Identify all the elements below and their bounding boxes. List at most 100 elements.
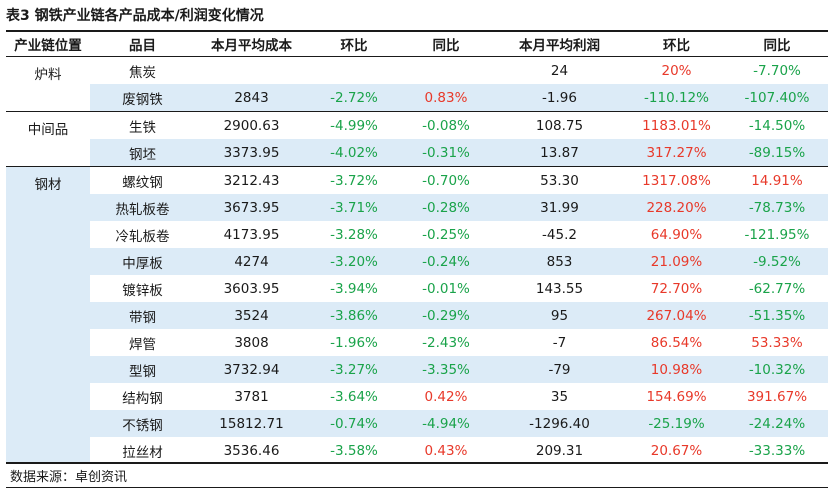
cell-item-name: 生铁 xyxy=(129,119,156,136)
header-avg-cost: 本月平均成本 xyxy=(211,38,292,54)
cell-profit-yoy: 53.33% xyxy=(751,334,803,351)
cell-cost-yoy: 0.42% xyxy=(424,388,468,405)
cell-avg-cost: 3673.95 xyxy=(223,199,280,216)
header-profit-mom: 环比 xyxy=(663,38,690,54)
cell-profit-mom: 154.69% xyxy=(646,388,707,405)
cell-cost-mom: -3.28% xyxy=(330,226,378,243)
table-row: 带钢 3524 -3.86% -0.29% 95 267.04% -51.35% xyxy=(90,302,828,329)
cell-profit-yoy: -107.40% xyxy=(744,89,810,106)
table-row: 结构钢 3781 -3.64% 0.42% 35 154.69% 391.67% xyxy=(90,383,828,410)
cell-cost-mom: -2.72% xyxy=(330,89,378,106)
cell-cost-yoy: -0.24% xyxy=(422,253,470,270)
cell-avg-profit: 209.31 xyxy=(535,442,584,459)
table-row: 废钢铁 2843 -2.72% 0.83% -1.96 -110.12% -107.40% xyxy=(90,84,828,111)
cell-item-name: 焊管 xyxy=(129,336,156,353)
cell-avg-profit: -1296.40 xyxy=(529,415,590,432)
cell-profit-yoy: -121.95% xyxy=(744,226,810,243)
group-label: 炉料 xyxy=(34,67,62,83)
cell-cost-mom: -1.96% xyxy=(330,334,378,351)
cell-avg-cost: 3603.95 xyxy=(223,280,280,297)
cell-avg-cost: 3524 xyxy=(234,307,269,324)
cell-profit-yoy: -89.15% xyxy=(748,144,806,161)
cell-avg-profit: 95 xyxy=(550,307,569,324)
cell-item-name: 钢坯 xyxy=(129,146,156,163)
table-caption: 表3 钢铁产业链各产品成本/利润变化情况 xyxy=(6,8,264,24)
table-row: 中厚板 4274 -3.20% -0.24% 853 21.09% -9.52% xyxy=(90,248,828,275)
cell-avg-cost: 3808 xyxy=(234,334,269,351)
cell-profit-mom: 20% xyxy=(661,62,692,79)
cell-profit-yoy: -10.32% xyxy=(748,361,806,378)
table-row: 热轧板卷 3673.95 -3.71% -0.28% 31.99 228.20% -78.7… xyxy=(90,194,828,221)
cell-avg-profit: 853 xyxy=(546,253,573,270)
cell-profit-yoy: -33.33% xyxy=(748,442,806,459)
cell-cost-yoy: -4.94% xyxy=(422,415,470,432)
header-cost-yoy: 同比 xyxy=(432,38,460,54)
cell-profit-yoy: 14.91% xyxy=(751,172,803,189)
cell-profit-yoy: -62.77% xyxy=(748,280,806,297)
header-avg-profit: 本月平均利润 xyxy=(519,38,600,54)
cell-profit-yoy: -51.35% xyxy=(748,307,806,324)
cell-profit-mom: -25.19% xyxy=(648,415,705,432)
cell-cost-yoy: -0.31% xyxy=(422,144,470,161)
header-cost-mom: 环比 xyxy=(340,38,368,54)
cell-profit-mom: 1317.08% xyxy=(642,172,711,189)
cell-profit-mom: 267.04% xyxy=(646,307,707,324)
cell-profit-mom: 21.09% xyxy=(650,253,703,270)
cell-cost-mom: -4.02% xyxy=(330,144,378,161)
table-row: 不锈钢 15812.71 -0.74% -4.94% -1296.40 -25.19% -2… xyxy=(90,410,828,437)
cell-cost-yoy: -0.25% xyxy=(422,226,470,243)
cell-cost-mom: -4.99% xyxy=(330,117,378,134)
row-group: 炉料 焦炭 24 20% -7.70% 废钢铁 2843 -2.72% 0.83% -1.96 -1… xyxy=(6,57,828,111)
cell-item-name: 冷轧板卷 xyxy=(115,228,170,245)
cell-item-name: 废钢铁 xyxy=(122,91,163,108)
cell-profit-yoy: 391.67% xyxy=(746,388,808,405)
header-item: 品目 xyxy=(129,38,156,54)
cell-avg-profit: 35 xyxy=(550,388,569,405)
cell-cost-mom: -3.94% xyxy=(330,280,378,297)
table-header-row: 产业链位置 品目 本月平均成本 环比 同比 本月平均利润 环比 同比 xyxy=(6,30,828,57)
cost-profit-table: 产业链位置 品目 本月平均成本 环比 同比 本月平均利润 环比 同比 炉料 焦炭 2… xyxy=(6,30,828,464)
cell-profit-yoy: -9.52% xyxy=(753,253,801,270)
cell-cost-mom: -3.20% xyxy=(330,253,378,270)
cell-cost-yoy: 0.43% xyxy=(424,442,468,459)
table-row: 拉丝材 3536.46 -3.58% 0.43% 209.31 20.67% -33.33% xyxy=(90,437,828,464)
cell-avg-profit: -1.96 xyxy=(542,89,577,106)
table-row: 螺纹钢 3212.43 -3.72% -0.70% 53.30 1317.08% 14.91… xyxy=(90,167,828,194)
cell-avg-profit: 13.87 xyxy=(540,144,579,161)
cell-profit-mom: 86.54% xyxy=(650,334,703,351)
cell-cost-yoy: -0.01% xyxy=(422,280,470,297)
data-source-note: 数据来源：卓创资讯 xyxy=(6,462,828,488)
cell-avg-cost: 3373.95 xyxy=(223,144,280,161)
cell-avg-cost: 2843 xyxy=(234,89,269,106)
cell-cost-mom: -3.86% xyxy=(330,307,378,324)
row-group: 中间品 生铁 2900.63 -4.99% -0.08% 108.75 1183.01% -1… xyxy=(6,111,828,166)
cell-avg-profit: -45.2 xyxy=(542,226,577,243)
cell-item-name: 不锈钢 xyxy=(122,417,163,434)
group-label: 钢材 xyxy=(6,167,90,464)
cell-item-name: 螺纹钢 xyxy=(122,174,163,191)
row-group: 钢材 螺纹钢 3212.43 -3.72% -0.70% 53.30 1317.08% 14.… xyxy=(6,166,828,464)
cell-item-name: 焦炭 xyxy=(129,64,156,81)
cell-profit-mom: 1183.01% xyxy=(642,117,711,134)
cell-avg-profit: -79 xyxy=(548,361,571,378)
cell-avg-profit: 24 xyxy=(550,62,569,79)
table-row: 生铁 2900.63 -4.99% -0.08% 108.75 1183.01% -14.5… xyxy=(90,112,828,139)
cell-cost-mom: -3.72% xyxy=(330,172,378,189)
cell-profit-mom: 20.67% xyxy=(650,442,703,459)
cell-item-name: 带钢 xyxy=(129,309,156,326)
cell-cost-yoy xyxy=(400,57,492,84)
header-profit-yoy: 同比 xyxy=(763,38,791,54)
cell-cost-yoy: -0.70% xyxy=(422,172,470,189)
cell-cost-mom: -0.74% xyxy=(330,415,378,432)
cell-avg-cost: 3212.43 xyxy=(223,172,280,189)
table-row: 型钢 3732.94 -3.27% -3.35% -79 10.98% -10.32% xyxy=(90,356,828,383)
cell-cost-yoy: 0.83% xyxy=(424,89,468,106)
cell-avg-cost: 3732.94 xyxy=(223,361,280,378)
table-row: 焦炭 24 20% -7.70% xyxy=(90,57,828,84)
cell-item-name: 结构钢 xyxy=(122,390,163,407)
table-body: 炉料 焦炭 24 20% -7.70% 废钢铁 2843 -2.72% 0.83% -1.96 -1… xyxy=(6,57,828,464)
header-chain-position: 产业链位置 xyxy=(14,38,82,54)
cell-cost-mom: -3.64% xyxy=(330,388,378,405)
table-row: 焊管 3808 -1.96% -2.43% -7 86.54% 53.33% xyxy=(90,329,828,356)
cell-profit-mom: -110.12% xyxy=(644,89,709,106)
